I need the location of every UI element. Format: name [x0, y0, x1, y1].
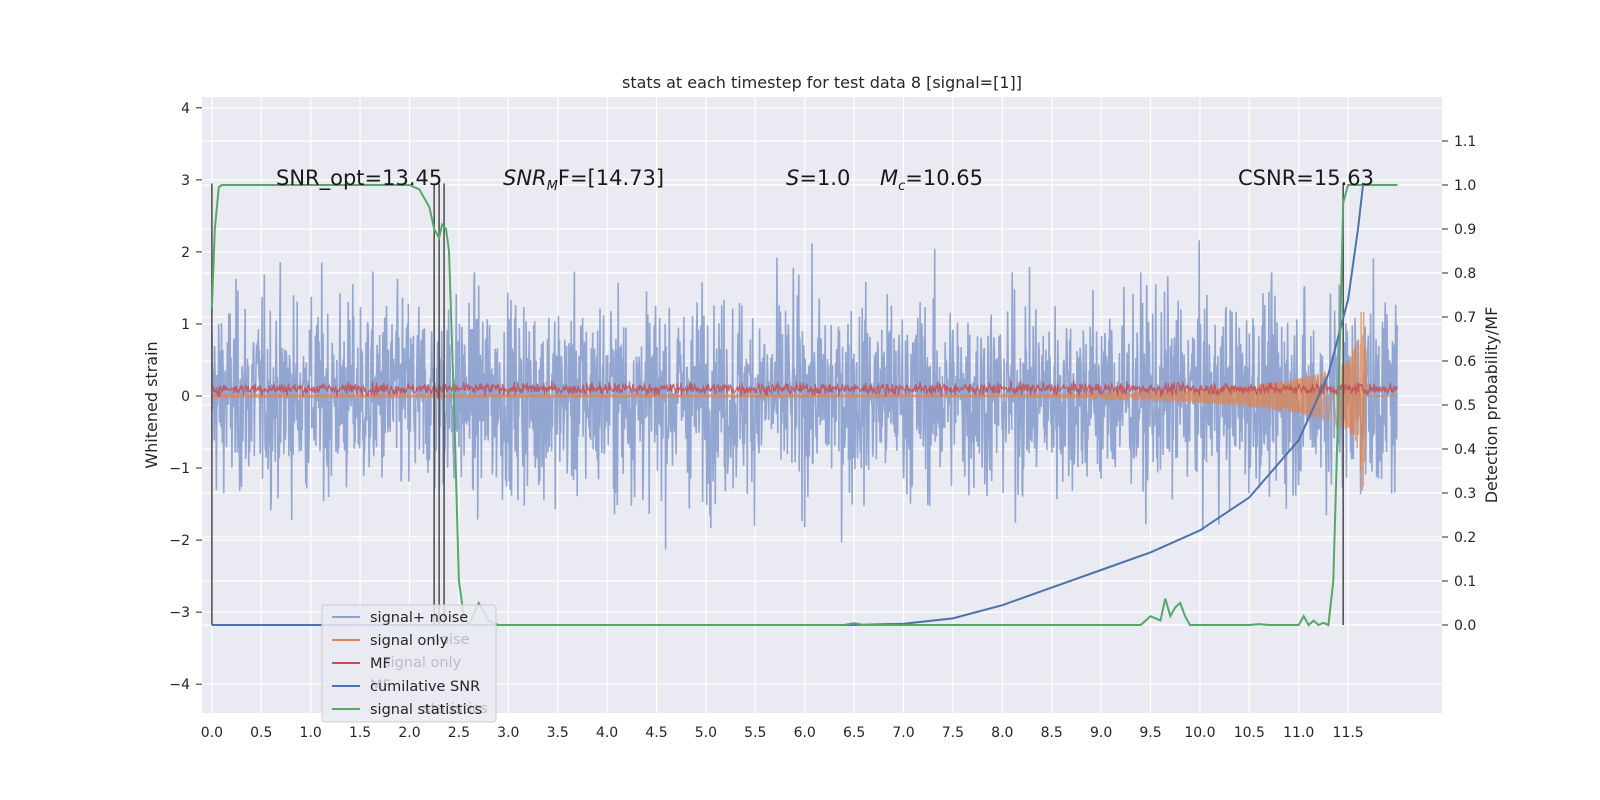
legend-ghost-2: signal only — [383, 655, 462, 671]
legend-label: signal statistics — [370, 702, 482, 718]
snr-mf-sub: M — [547, 179, 558, 194]
y2-axis-ticks: 1.1 1.0 0.9 0.8 0.7 0.6 0.5 0.4 0.3 0.2 0.1 0.0 — [1442, 134, 1476, 634]
y-tick-label: −1 — [169, 461, 190, 477]
mc-rest: =10.65 — [905, 166, 983, 190]
legend: noise signal only MF statistics signal+ … — [321, 604, 497, 723]
cumulative-snr-line — [211, 184, 1364, 626]
x-tick-label: 4.5 — [645, 725, 667, 741]
y-axis-ticks: 4 3 2 1 0 −1 −2 −3 −4 — [169, 101, 202, 693]
x-tick-label: 10.5 — [1234, 725, 1265, 741]
legend-label: MF — [370, 656, 391, 672]
x-tick-label: 5.0 — [695, 725, 717, 741]
y2-tick-label: 0.4 — [1454, 442, 1476, 458]
y-tick-label: 1 — [181, 317, 190, 333]
mc-sub: c — [898, 179, 905, 194]
x-tick-label: 8.5 — [1041, 725, 1063, 741]
signal-statistics-line — [210, 184, 1398, 628]
x-tick-label: 7.5 — [942, 725, 964, 741]
x-tick-label: 4.0 — [596, 725, 618, 741]
series-signal-statistics — [210, 184, 1398, 628]
y-tick-label: 2 — [181, 245, 190, 261]
y2-tick-label: 0.1 — [1454, 574, 1476, 590]
y2-tick-label: 0.6 — [1454, 354, 1476, 370]
y2-tick-label: 0.5 — [1454, 398, 1476, 414]
x-tick-label: 9.0 — [1090, 725, 1112, 741]
legend-ghost-4: statistics — [423, 701, 488, 717]
x-tick-label: 5.5 — [744, 725, 766, 741]
annotation-snr-mf: SNRMF=[14.73] — [503, 166, 664, 194]
annotation-s: S=1.0 — [786, 166, 850, 190]
s-sym: S — [786, 166, 799, 190]
x-tick-label: 6.5 — [843, 725, 865, 741]
x-tick-label: 3.0 — [497, 725, 519, 741]
x-tick-label: 9.5 — [1139, 725, 1161, 741]
x-tick-label: 6.0 — [794, 725, 816, 741]
y-axis-label: Whitened strain — [142, 341, 161, 468]
legend-ghost-1: noise — [431, 632, 470, 648]
y2-tick-label: 0.0 — [1454, 618, 1476, 634]
y-tick-label: −3 — [169, 605, 190, 621]
y2-tick-label: 0.2 — [1454, 530, 1476, 546]
y-tick-label: −4 — [169, 677, 190, 693]
legend-ghost-3: MF — [370, 678, 391, 694]
series-mf — [211, 380, 1399, 398]
x-tick-label: 8.0 — [991, 725, 1013, 741]
s-rest: =1.0 — [799, 166, 850, 190]
y2-tick-label: 0.9 — [1454, 222, 1476, 238]
x-tick-label: 10.0 — [1184, 725, 1215, 741]
x-tick-label: 0.5 — [250, 725, 272, 741]
legend-label: signal only — [370, 633, 449, 649]
y-tick-label: −2 — [169, 533, 190, 549]
vertical-lines — [211, 183, 1344, 625]
snr-mf-rest: F=[14.73] — [558, 166, 664, 190]
mf-line — [211, 380, 1399, 398]
snr-mf-base: SNR — [503, 166, 547, 190]
x-tick-label: 1.0 — [300, 725, 322, 741]
y-tick-label: 0 — [181, 389, 190, 405]
x-tick-label: 2.0 — [398, 725, 420, 741]
x-tick-label: 11.0 — [1283, 725, 1314, 741]
x-tick-label: 2.5 — [448, 725, 470, 741]
y2-tick-label: 1.1 — [1454, 134, 1476, 150]
x-axis-ticks: 0.0 0.5 1.0 1.5 2.0 2.5 3.0 3.5 4.0 4.5 5.0 5.5 6.0 6… — [201, 725, 1364, 741]
y2-tick-label: 0.3 — [1454, 486, 1476, 502]
y-tick-label: 4 — [181, 101, 190, 117]
mc-sym: M — [880, 166, 898, 190]
legend-label: cumilative SNR — [370, 679, 480, 695]
y2-axis-label: Detection probability/MF — [1482, 307, 1501, 504]
x-tick-label: 7.0 — [892, 725, 914, 741]
annotation-csnr: CSNR=15.63 — [1238, 166, 1374, 190]
y-tick-label: 3 — [181, 173, 190, 189]
legend-frame — [321, 604, 497, 723]
annotation-snr-opt: SNR_opt=13.45 — [276, 166, 442, 191]
y2-tick-label: 1.0 — [1454, 178, 1476, 194]
chart-title: stats at each timestep for test data 8 [… — [622, 73, 1022, 92]
series-cumulative-snr — [211, 184, 1364, 626]
x-tick-label: 3.5 — [547, 725, 569, 741]
x-tick-label: 1.5 — [349, 725, 371, 741]
y2-tick-label: 0.8 — [1454, 266, 1476, 282]
annotation-mc: Mc=10.65 — [880, 166, 983, 194]
plot-area — [210, 183, 1399, 628]
x-tick-label: 11.5 — [1333, 725, 1364, 741]
x-tick-label: 0.0 — [201, 725, 223, 741]
legend-label: signal+ noise — [370, 610, 468, 626]
y2-tick-label: 0.7 — [1454, 310, 1476, 326]
